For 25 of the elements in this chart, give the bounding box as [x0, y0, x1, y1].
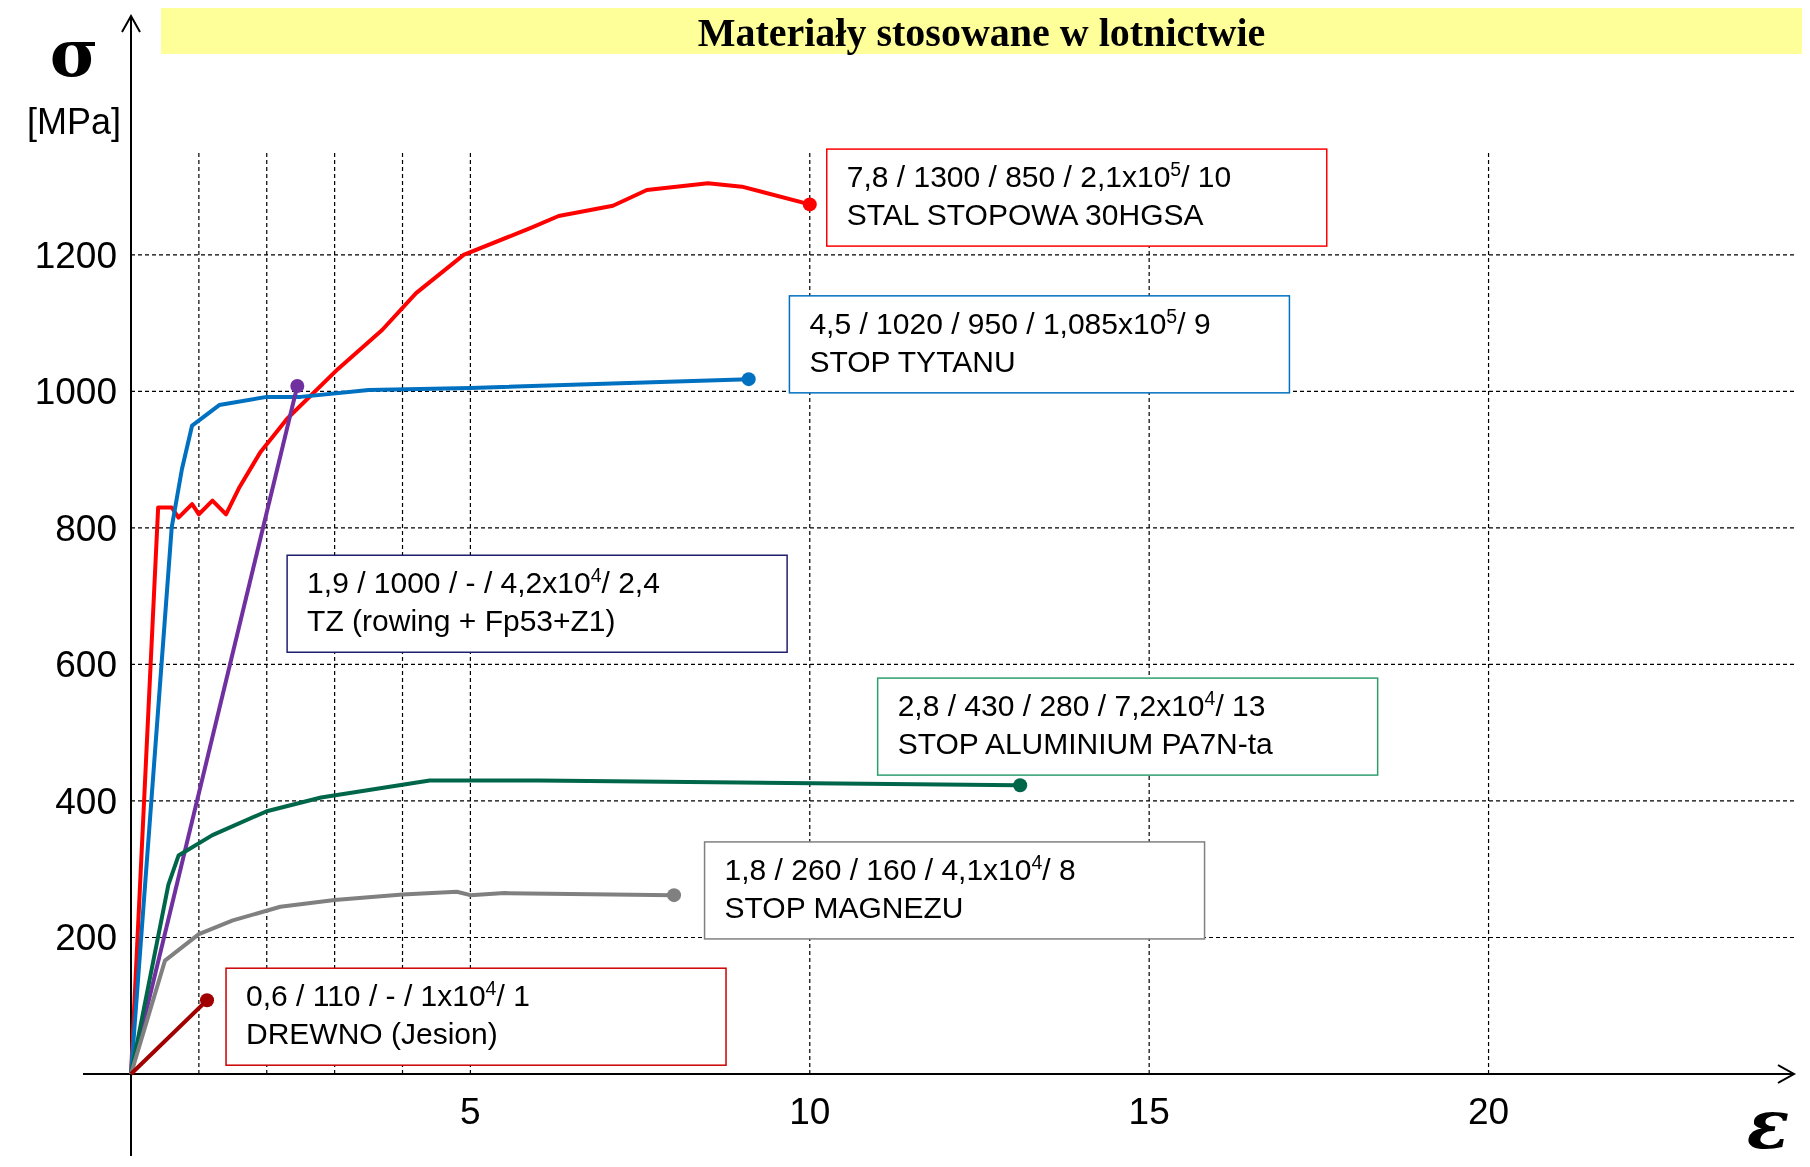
- y-tick-label: 1000: [34, 371, 117, 413]
- y-tick-label: 400: [55, 780, 117, 822]
- annotation: 7,8 / 1300 / 850 / 2,1x10$^{5}$/ 10 STAL STOPOWA 30HGSA: [846, 158, 1232, 232]
- text: 4,5 / 1020 / 950 / 1,085x10$^{5}$/ 9 STOP TYTANU: [809, 304, 1211, 378]
- chart-title: Materiały stosowane w lotnictwie: [697, 10, 1266, 55]
- point: [1013, 778, 1028, 793]
- point: [802, 197, 817, 212]
- y-tick-label: 1200: [34, 234, 117, 276]
- annotation: 2,8 / 430 / 280 / 7,2x10$^{4}$/ 13 STOP ALUMINIUM PA7N-ta: [897, 687, 1274, 761]
- y-tick-label: 200: [55, 917, 117, 959]
- point: [667, 888, 682, 903]
- point: [290, 378, 305, 393]
- x-tick-label: 15: [1128, 1091, 1170, 1132]
- y-tick-label: 600: [55, 644, 117, 686]
- text: 1,8 / 260 / 160 / 4,1x10$^{4}$/ 8 STOP MAGNEZU: [724, 850, 1076, 924]
- point: [200, 993, 215, 1008]
- annotation: 0,6 / 110 / - / 1x10$^{4}$/ 1 DREWNO (Jesion): [246, 977, 530, 1051]
- x-tick-label: 5: [460, 1091, 481, 1132]
- x-axis-title: ε: [1746, 1082, 1790, 1165]
- annotation: 1,9 / 1000 / - / 4,2x10$^{4}$/ 2,4 TZ (rowing + Fp53+Z1): [307, 564, 660, 638]
- x-tick-label: 20: [1467, 1091, 1510, 1132]
- y-axis-title: σ [MPa]: [26, 14, 122, 142]
- point: [741, 372, 756, 387]
- x-tick-label: 10: [789, 1091, 831, 1132]
- y-tick-label: 800: [55, 507, 117, 549]
